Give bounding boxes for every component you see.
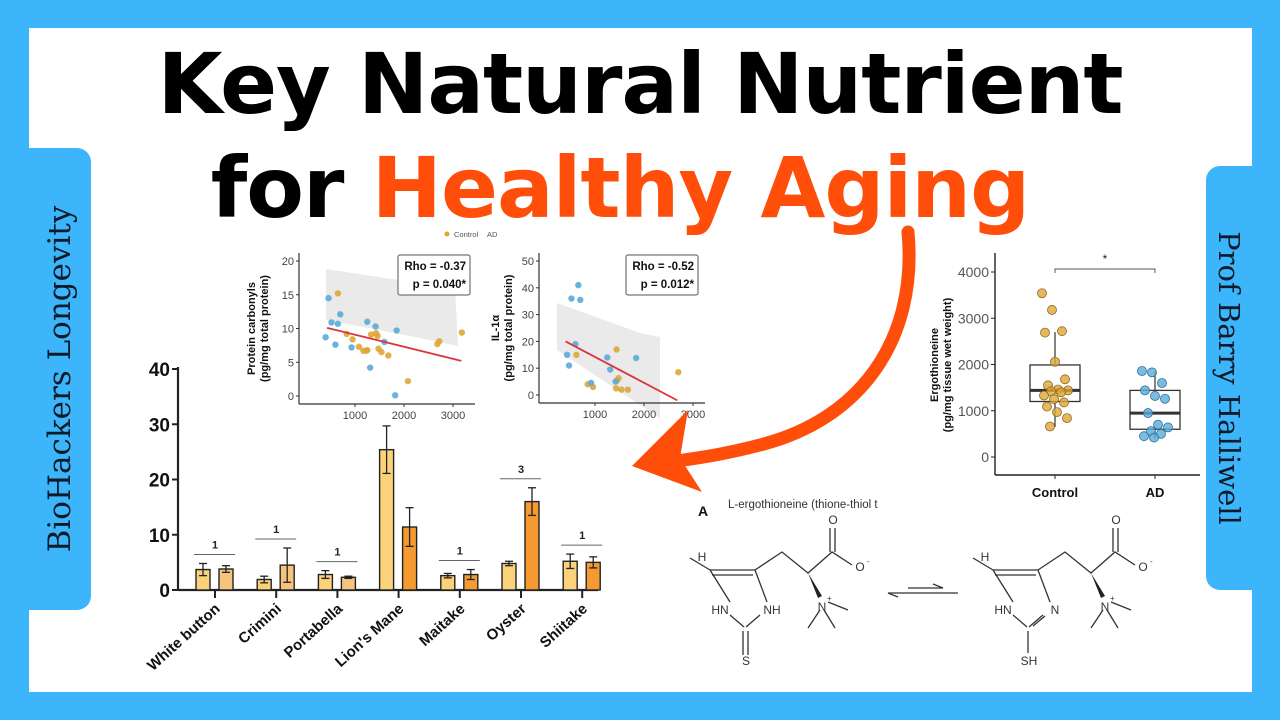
svg-text:S: S	[742, 654, 750, 668]
svg-text:Portabella: Portabella	[281, 600, 347, 662]
svg-text:H: H	[698, 550, 707, 564]
svg-text:3000: 3000	[441, 410, 465, 422]
channel-tab: BioHackers Longevity	[29, 148, 91, 610]
svg-text:N: N	[1051, 603, 1060, 617]
svg-text:30: 30	[149, 415, 170, 436]
svg-text:30: 30	[522, 310, 534, 322]
channel-name: BioHackers Longevity	[42, 205, 78, 553]
svg-text:2000: 2000	[392, 410, 416, 422]
svg-text:20: 20	[522, 336, 534, 348]
svg-text:HN: HN	[994, 603, 1011, 617]
title-prefix: for	[210, 139, 372, 237]
svg-text:Control: Control	[454, 230, 479, 239]
svg-text:20: 20	[282, 256, 294, 268]
svg-text:2000: 2000	[632, 409, 656, 421]
svg-text:1: 1	[334, 547, 340, 559]
svg-text:O: O	[1111, 513, 1120, 527]
svg-text:1: 1	[212, 539, 218, 551]
svg-text:N: N	[1101, 600, 1110, 614]
svg-text:SH: SH	[1021, 654, 1038, 668]
svg-text:Control: Control	[1032, 485, 1078, 500]
svg-text:0: 0	[528, 390, 534, 402]
svg-text:(pg/mg total protein): (pg/mg total protein)	[503, 274, 515, 381]
svg-text:1: 1	[579, 530, 585, 542]
svg-text:Ergothioneine: Ergothioneine	[929, 328, 941, 402]
svg-text:p = 0.012*: p = 0.012*	[641, 279, 695, 291]
svg-text:HN: HN	[711, 603, 728, 617]
curved-arrow-icon	[632, 225, 916, 492]
svg-text:40: 40	[522, 283, 534, 295]
svg-text:2000: 2000	[958, 357, 989, 373]
svg-text:10: 10	[149, 526, 170, 547]
svg-text:0: 0	[159, 581, 170, 602]
svg-text:N: N	[818, 600, 827, 614]
svg-text:1000: 1000	[583, 409, 607, 421]
guest-tab: Prof Barry Halliwell	[1206, 166, 1252, 590]
svg-text:10: 10	[282, 324, 294, 336]
svg-text:O: O	[1138, 560, 1147, 574]
svg-text:O: O	[828, 513, 837, 527]
svg-text:15: 15	[282, 290, 294, 302]
svg-text:Rho = -0.37: Rho = -0.37	[404, 261, 466, 273]
svg-text:AD: AD	[487, 230, 498, 239]
svg-text:1: 1	[273, 524, 279, 536]
svg-text:1000: 1000	[343, 410, 367, 422]
svg-text:+: +	[827, 594, 832, 603]
svg-text:(pg/mg tissue wet weight): (pg/mg tissue wet weight)	[942, 297, 954, 432]
svg-text:5: 5	[288, 357, 294, 369]
svg-text:3: 3	[518, 464, 524, 476]
svg-text:0: 0	[288, 391, 294, 403]
svg-text:NH: NH	[763, 603, 780, 617]
svg-text:4000: 4000	[958, 264, 989, 280]
svg-text:AD: AD	[1146, 485, 1165, 500]
svg-text:1000: 1000	[958, 403, 989, 419]
svg-text:3000: 3000	[958, 310, 989, 326]
title-line-1: Key Natural Nutrient	[157, 35, 1123, 133]
svg-text:Crimini: Crimini	[235, 600, 285, 647]
svg-text:Oyster: Oyster	[483, 600, 530, 645]
title-accent: Healthy Aging	[371, 139, 1031, 237]
svg-text:0: 0	[981, 449, 989, 465]
svg-text:Shiitake: Shiitake	[537, 600, 591, 651]
svg-text:Protein carbonyls: Protein carbonyls	[246, 282, 258, 375]
svg-text:IL-1α: IL-1α	[490, 315, 502, 342]
scatter-protein-carbonyls: Control 0 5 10 15 20 1000 2000 3000 Protein carbo…	[246, 230, 479, 422]
svg-text:50: 50	[522, 256, 534, 268]
svg-text:-: -	[1150, 557, 1153, 566]
svg-text:White button: White button	[144, 600, 223, 674]
svg-text:+: +	[1110, 594, 1115, 603]
svg-text:(pg/mg total protein): (pg/mg total protein)	[259, 275, 271, 382]
svg-text:Rho = -0.52: Rho = -0.52	[632, 261, 694, 273]
svg-text:1: 1	[457, 546, 463, 558]
svg-text:A: A	[698, 503, 708, 519]
svg-text:*: *	[1103, 252, 1108, 266]
title-line-2: for Healthy Aging	[0, 138, 1280, 238]
guest-name: Prof Barry Halliwell	[1212, 231, 1246, 525]
boxplot-ergothioneine: 0 1000 2000 3000 4000 Control AD * Ergothioneine…	[929, 252, 1200, 500]
svg-text:H: H	[981, 550, 990, 564]
svg-text:20: 20	[149, 471, 170, 492]
svg-text:O: O	[855, 560, 864, 574]
svg-text:-: -	[867, 557, 870, 566]
svg-text:L-ergothioneine (thione-thiol: L-ergothioneine (thione-thiol t	[728, 499, 878, 511]
svg-text:p = 0.040*: p = 0.040*	[413, 279, 467, 291]
svg-text:Maitake: Maitake	[416, 600, 468, 649]
svg-text:40: 40	[149, 360, 170, 381]
svg-text:10: 10	[522, 363, 534, 375]
